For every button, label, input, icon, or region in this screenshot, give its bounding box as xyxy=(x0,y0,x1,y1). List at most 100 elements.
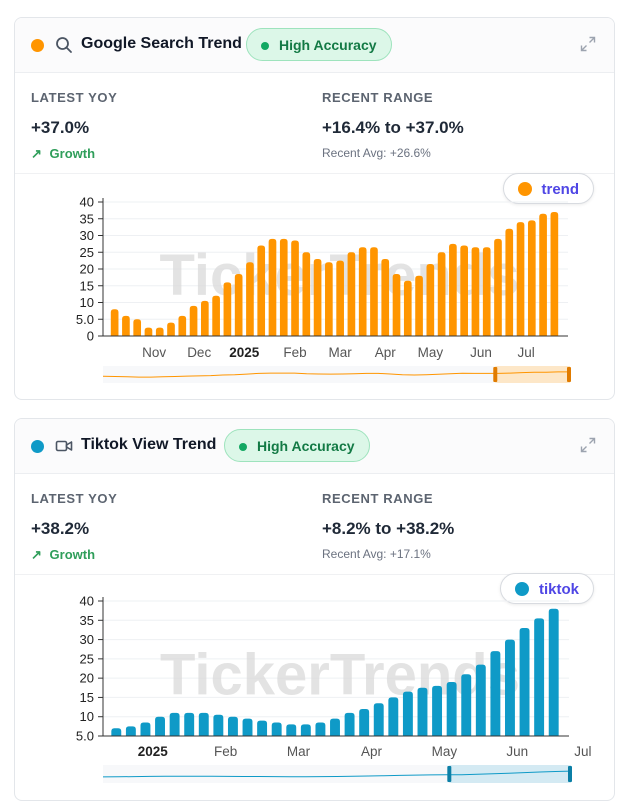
bar xyxy=(133,319,142,336)
arrow-up-right-icon: ↗ xyxy=(31,146,42,161)
bar xyxy=(519,628,530,736)
chart-svg: 05.010152025303540TickerTrendsNovDec2025… xyxy=(76,195,571,383)
bar xyxy=(178,315,187,336)
y-tick-label: 20 xyxy=(80,262,94,277)
bar xyxy=(548,608,559,736)
y-tick-label: 30 xyxy=(80,228,94,243)
x-tick-label: 2025 xyxy=(229,345,260,360)
recent-avg: Recent Avg: +26.6% xyxy=(322,146,431,160)
recent-range-label: RECENT RANGE xyxy=(322,90,434,105)
bar xyxy=(461,674,472,736)
bar xyxy=(257,245,266,336)
bar xyxy=(471,247,480,336)
bar xyxy=(268,238,277,336)
bar xyxy=(490,651,501,736)
x-tick-label: Apr xyxy=(375,345,397,360)
card-title: Google Search Trend xyxy=(81,35,242,52)
bar xyxy=(550,212,559,336)
search-icon xyxy=(56,37,72,53)
navigator-handle-right xyxy=(568,766,572,782)
x-tick-label: Mar xyxy=(329,345,353,360)
chart-area: tiktok 5.0 10 15 20 25 30 35 40 TickerTrends 2025… xyxy=(15,573,614,800)
bar xyxy=(426,263,435,336)
navigator-series xyxy=(102,371,570,378)
bar xyxy=(155,327,164,336)
x-tick-label: Jun xyxy=(470,345,492,360)
x-tick-label: Nov xyxy=(142,345,166,360)
arrow-up-right-icon: ↗ xyxy=(31,547,42,562)
bar xyxy=(325,262,333,336)
bar xyxy=(494,238,502,336)
navigator-handle-right xyxy=(567,367,571,382)
legend-toggle-trend[interactable]: trend xyxy=(502,173,594,204)
y-tick-label: 15 xyxy=(80,278,94,293)
x-tick-label: Jul xyxy=(518,345,535,360)
accuracy-badge-label: High Accuracy xyxy=(279,37,377,53)
growth-label: Growth xyxy=(49,547,96,562)
bar xyxy=(189,305,198,336)
y-tick-label: 5.0 xyxy=(76,312,94,327)
y-tick-label: 15 xyxy=(80,690,94,705)
watermark: TickerTrends xyxy=(160,643,520,708)
x-tick-label: Mar xyxy=(287,744,311,759)
bar xyxy=(415,275,423,336)
x-tick-label: Apr xyxy=(361,744,383,759)
x-tick-label: Feb xyxy=(283,345,306,360)
expand-icon[interactable] xyxy=(580,437,596,453)
growth-label: Growth xyxy=(49,146,96,161)
bar xyxy=(122,315,130,336)
legend-dot-icon xyxy=(517,182,532,196)
recent-range-value: +8.2% to +38.2% xyxy=(322,519,455,538)
tiktok-view-trend-card: Tiktok View Trend High Accuracy LATEST Y… xyxy=(14,418,615,801)
bar xyxy=(271,722,282,736)
bar xyxy=(291,240,299,336)
bar xyxy=(359,709,370,736)
bar xyxy=(201,300,209,336)
bar xyxy=(347,252,356,336)
bar xyxy=(140,722,151,736)
y-tick-label: 10 xyxy=(80,295,94,310)
x-tick-label: Dec xyxy=(187,345,211,360)
latest-yoy-value: +37.0% xyxy=(31,118,90,137)
y-tick-label: 0 xyxy=(87,329,94,344)
x-tick-label: Jun xyxy=(506,744,528,759)
bar xyxy=(125,726,136,736)
bar xyxy=(336,260,344,336)
bar xyxy=(212,295,220,336)
bar xyxy=(279,238,288,336)
accuracy-badge: High Accuracy xyxy=(224,429,370,462)
x-tick-label: May xyxy=(432,744,458,759)
bar xyxy=(167,322,175,336)
bar xyxy=(198,712,209,736)
legend-toggle-tiktok[interactable]: tiktok xyxy=(499,573,594,604)
y-tick-label: 5.0 xyxy=(76,729,94,744)
bar xyxy=(234,274,243,336)
stats-panel: LATEST YOY +37.0% ↗ Growth RECENT RANGE … xyxy=(15,73,614,174)
accuracy-badge: High Accuracy xyxy=(246,28,392,61)
bar xyxy=(246,262,254,336)
accuracy-dot-icon xyxy=(261,42,269,50)
bar xyxy=(381,258,390,336)
bar xyxy=(446,682,457,736)
bar xyxy=(155,716,165,736)
bar xyxy=(110,309,119,336)
series-color-dot xyxy=(31,39,44,52)
accuracy-dot-icon xyxy=(239,443,247,451)
bar xyxy=(227,716,238,736)
growth-indicator: ↗ Growth xyxy=(31,547,95,563)
bar xyxy=(111,728,122,736)
bar xyxy=(475,664,486,736)
navigator-handle-left xyxy=(447,766,452,782)
bar xyxy=(257,720,268,736)
y-tick-label: 25 xyxy=(80,245,94,260)
bar xyxy=(449,243,457,336)
bar xyxy=(402,691,413,736)
bar xyxy=(403,280,412,336)
bar xyxy=(505,639,515,736)
bar xyxy=(460,245,468,336)
bar xyxy=(286,724,297,736)
y-tick-label: 20 xyxy=(80,671,94,686)
card-header: Tiktok View Trend High Accuracy xyxy=(15,419,614,474)
expand-icon[interactable] xyxy=(580,36,596,52)
